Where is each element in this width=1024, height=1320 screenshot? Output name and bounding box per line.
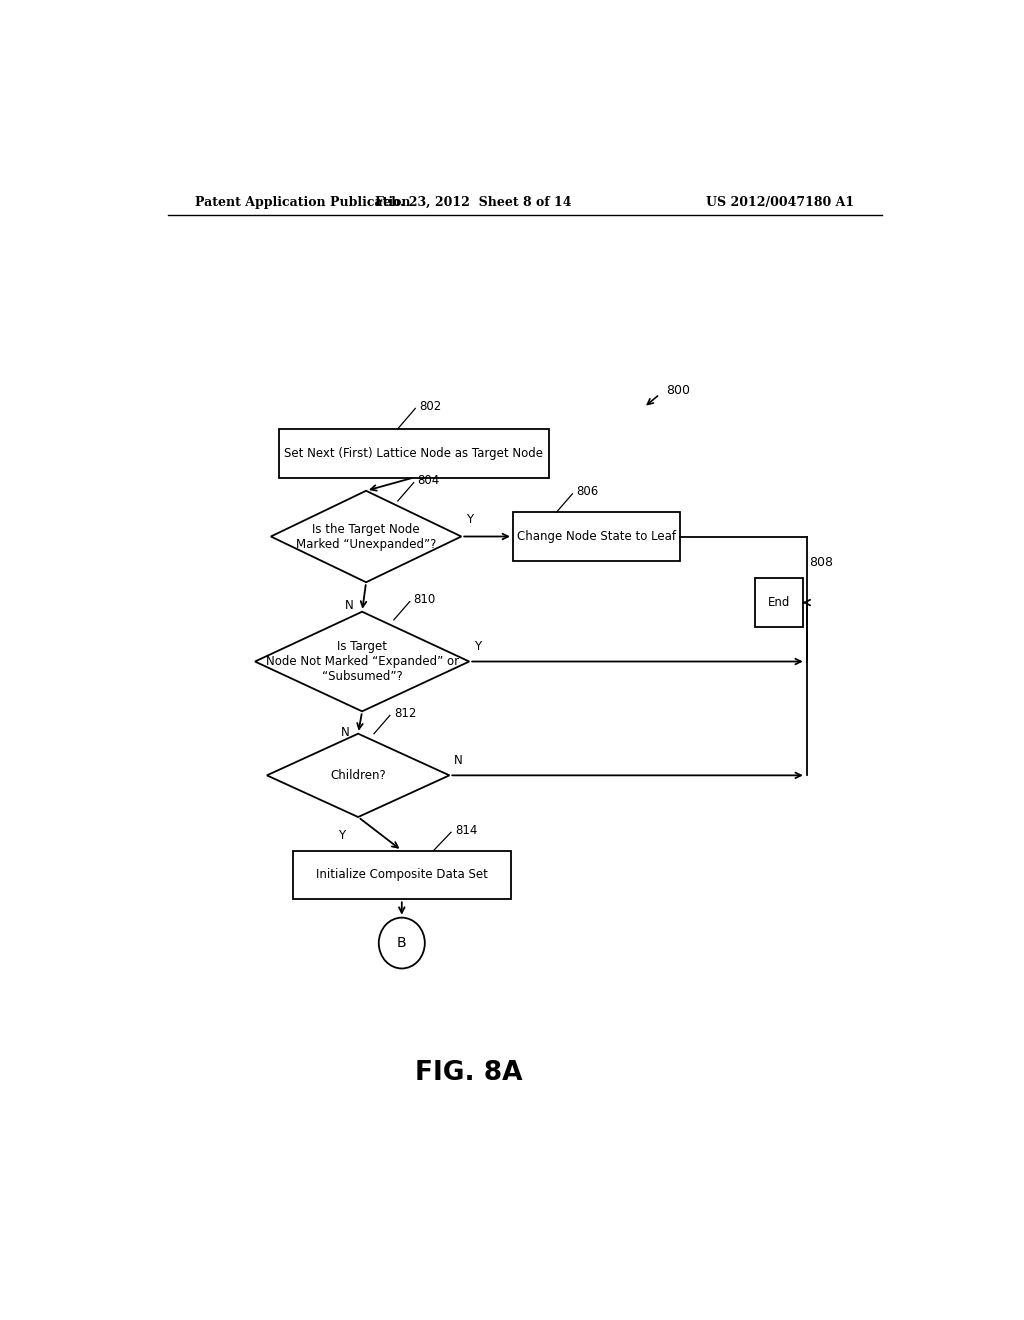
Text: Change Node State to Leaf: Change Node State to Leaf bbox=[517, 531, 676, 543]
Text: Is the Target Node
Marked “Unexpanded”?: Is the Target Node Marked “Unexpanded”? bbox=[296, 523, 436, 550]
Text: 800: 800 bbox=[666, 384, 690, 396]
Text: 808: 808 bbox=[809, 557, 833, 569]
Ellipse shape bbox=[379, 917, 425, 969]
Polygon shape bbox=[255, 611, 469, 711]
Text: Patent Application Publication: Patent Application Publication bbox=[196, 195, 411, 209]
Text: N: N bbox=[345, 598, 353, 611]
Text: Is Target
Node Not Marked “Expanded” or
“Subsumed”?: Is Target Node Not Marked “Expanded” or … bbox=[265, 640, 459, 682]
Text: FIG. 8A: FIG. 8A bbox=[416, 1060, 523, 1086]
Text: 806: 806 bbox=[577, 486, 599, 498]
FancyBboxPatch shape bbox=[279, 429, 549, 478]
Text: 812: 812 bbox=[394, 706, 416, 719]
Text: 810: 810 bbox=[414, 593, 436, 606]
Text: End: End bbox=[768, 597, 790, 609]
FancyBboxPatch shape bbox=[513, 512, 680, 561]
Text: Children?: Children? bbox=[331, 768, 386, 781]
Polygon shape bbox=[270, 491, 461, 582]
Text: Set Next (First) Lattice Node as Target Node: Set Next (First) Lattice Node as Target … bbox=[285, 446, 543, 459]
FancyBboxPatch shape bbox=[293, 850, 511, 899]
FancyBboxPatch shape bbox=[755, 578, 803, 627]
Text: N: N bbox=[341, 726, 349, 739]
Text: B: B bbox=[397, 936, 407, 950]
Text: Y: Y bbox=[474, 640, 481, 653]
Polygon shape bbox=[267, 734, 450, 817]
Text: 814: 814 bbox=[455, 824, 477, 837]
Text: Y: Y bbox=[338, 829, 345, 842]
Text: N: N bbox=[455, 754, 463, 767]
Text: 802: 802 bbox=[419, 400, 441, 413]
Text: US 2012/0047180 A1: US 2012/0047180 A1 bbox=[706, 195, 854, 209]
Text: Feb. 23, 2012  Sheet 8 of 14: Feb. 23, 2012 Sheet 8 of 14 bbox=[375, 195, 571, 209]
Text: Initialize Composite Data Set: Initialize Composite Data Set bbox=[315, 869, 487, 882]
Text: 804: 804 bbox=[418, 474, 440, 487]
Text: Y: Y bbox=[466, 513, 473, 527]
